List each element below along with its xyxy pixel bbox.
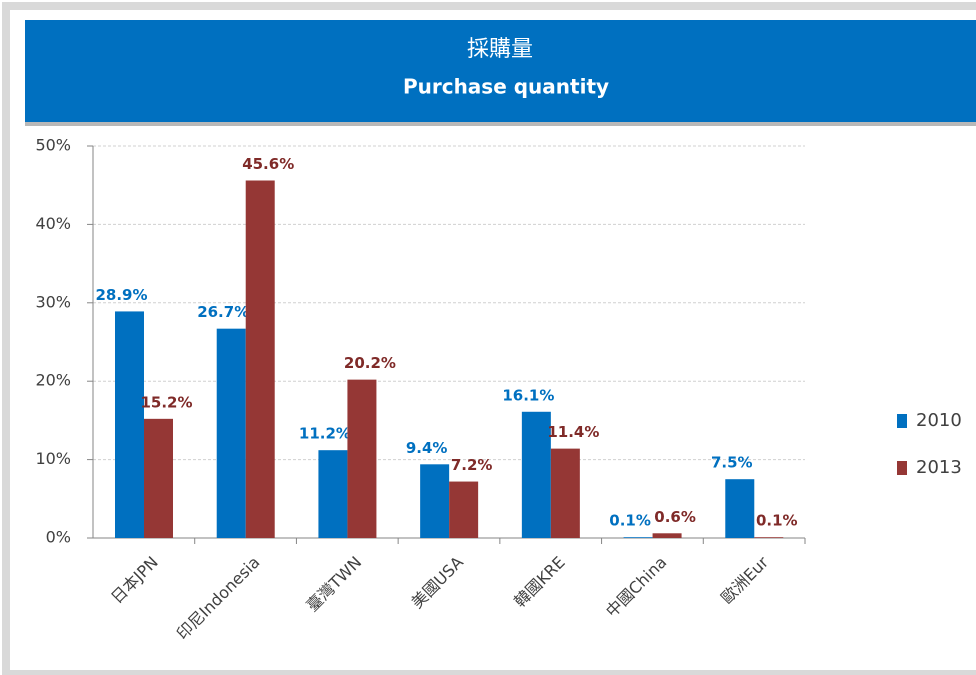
legend-label: 2010: [916, 410, 962, 431]
bar: [550, 448, 580, 538]
legend-swatch: [897, 461, 907, 475]
bar: [420, 464, 450, 538]
value-label: 20.2%: [344, 354, 396, 372]
value-label: 28.9%: [95, 286, 147, 304]
bar: [521, 411, 551, 538]
chart-title: 採購量: [467, 37, 533, 62]
y-tick-label: 0%: [46, 528, 71, 547]
bar: [449, 481, 479, 538]
value-label: 0.1%: [609, 512, 651, 530]
bar: [245, 180, 275, 538]
value-label: 26.7%: [197, 303, 249, 321]
y-tick-label: 30%: [35, 292, 71, 311]
bar: [115, 311, 144, 538]
value-label: 15.2%: [140, 393, 192, 411]
banner-shadow: [25, 122, 976, 126]
bar: [725, 479, 755, 538]
bar: [216, 328, 246, 538]
bar: [652, 533, 682, 538]
value-label: 11.2%: [299, 425, 351, 443]
bar: [318, 450, 348, 538]
value-label: 45.6%: [242, 155, 294, 173]
title-banner: [25, 20, 976, 122]
value-label: 0.1%: [756, 512, 798, 530]
chart-subtitle: Purchase quantity: [403, 75, 609, 99]
y-tick-label: 10%: [35, 449, 71, 468]
value-label: 9.4%: [406, 439, 448, 457]
bar: [144, 418, 173, 538]
value-label: 7.2%: [451, 456, 493, 474]
value-label: 0.6%: [654, 508, 696, 526]
y-tick-label: 50%: [35, 136, 71, 155]
bar: [347, 379, 377, 538]
y-tick-label: 20%: [35, 371, 71, 390]
bar: [623, 537, 653, 538]
y-tick-label: 40%: [35, 214, 71, 233]
value-label: 16.1%: [502, 386, 554, 404]
value-label: 11.4%: [547, 423, 599, 441]
legend-swatch: [897, 414, 907, 428]
legend-label: 2013: [916, 457, 962, 478]
bar: [754, 537, 784, 538]
value-label: 7.5%: [711, 454, 753, 472]
